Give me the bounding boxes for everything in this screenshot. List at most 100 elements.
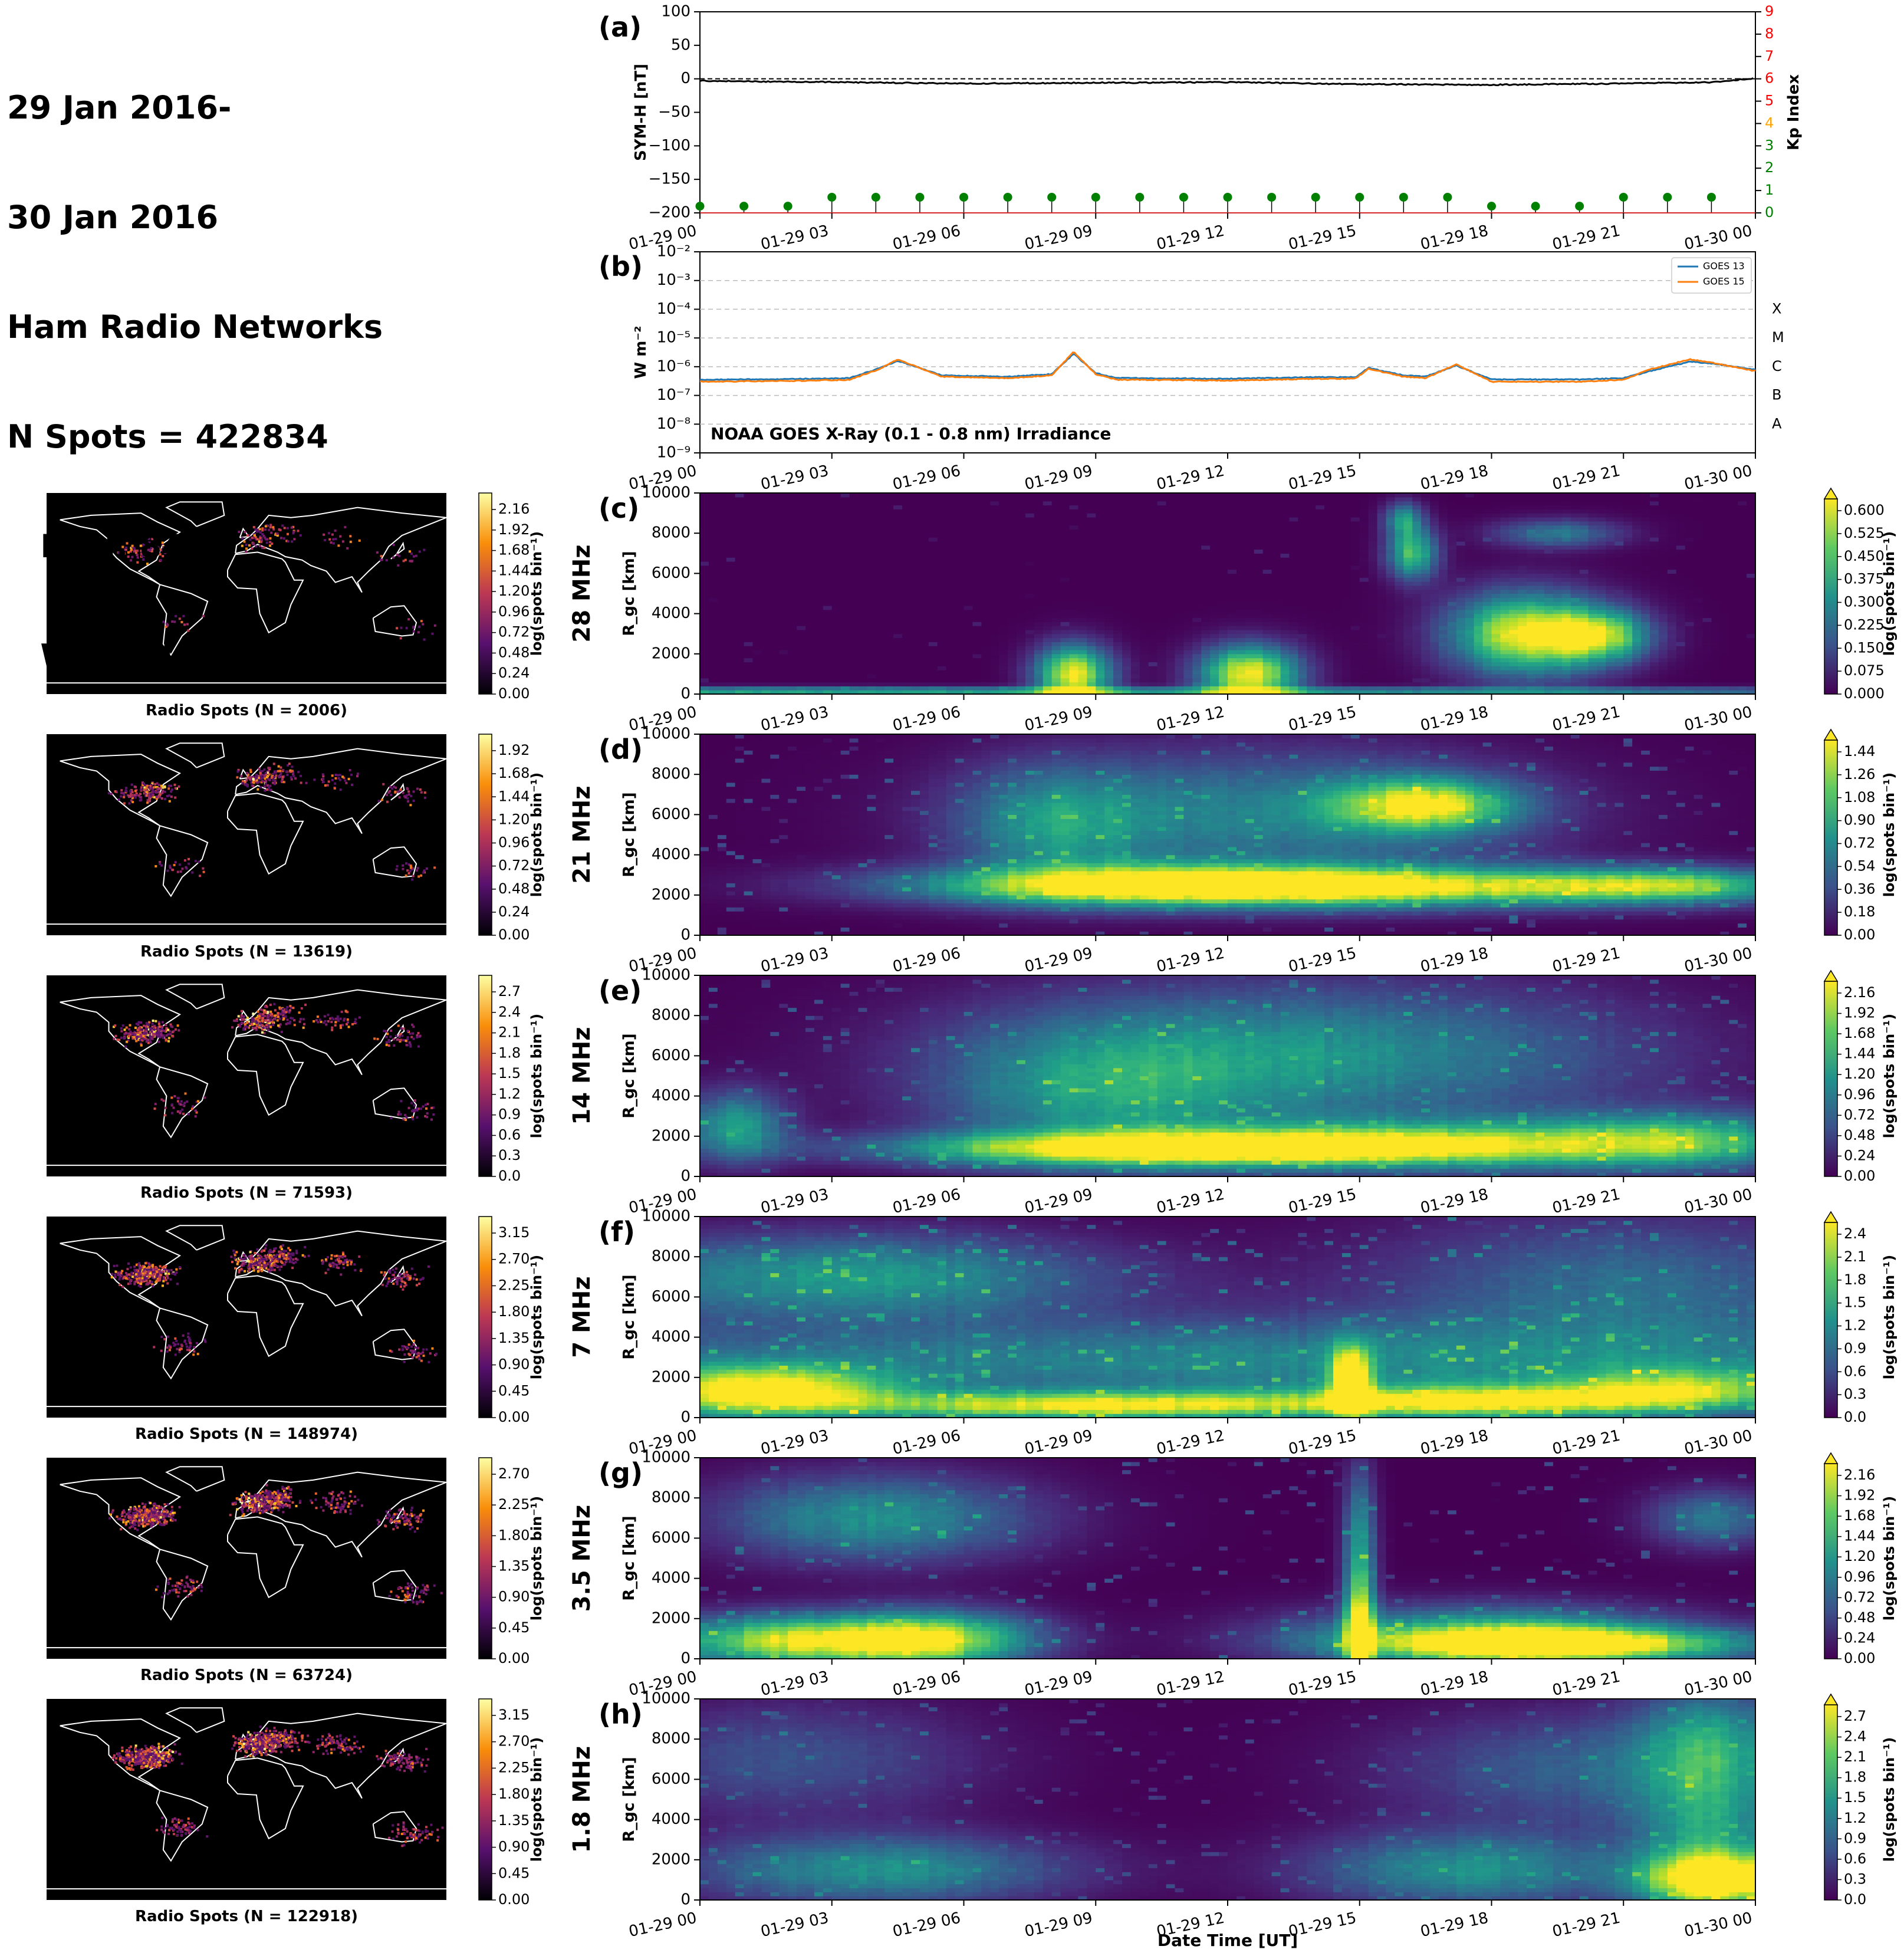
panel-c-cell bbox=[788, 654, 797, 658]
panel-c-cell bbox=[770, 614, 780, 618]
panel-c-cell bbox=[744, 533, 754, 537]
panel-c-cell bbox=[823, 614, 833, 618]
panel-c-cell bbox=[859, 537, 868, 541]
panel-c-cell bbox=[753, 561, 762, 566]
panel-c-cell bbox=[884, 541, 894, 545]
panel-c-cell bbox=[1025, 525, 1035, 530]
panel-c-cell bbox=[841, 517, 850, 521]
panel-c-cell bbox=[1087, 626, 1096, 630]
panel-c-cell bbox=[990, 501, 999, 505]
panel-c-cell bbox=[1157, 670, 1167, 674]
panel-c-cell bbox=[1061, 537, 1070, 541]
panel-c-cell bbox=[850, 654, 859, 658]
panel-c-cell bbox=[946, 638, 956, 642]
panel-c-cell bbox=[1149, 513, 1158, 517]
panel-c-cell bbox=[884, 590, 894, 594]
panel-c-cell bbox=[893, 517, 903, 521]
panel-c-cell bbox=[779, 634, 788, 638]
panel-c-cell bbox=[999, 622, 1008, 626]
panel-c-cell bbox=[1078, 670, 1087, 674]
panel-c-cell bbox=[797, 581, 806, 586]
panel-c-cell bbox=[1166, 674, 1176, 678]
panel-c-cell bbox=[753, 590, 762, 594]
panel-c-cell bbox=[744, 553, 754, 557]
panel-c-cell bbox=[761, 654, 771, 658]
panel-c-cell bbox=[1043, 594, 1053, 598]
panel-c-cell bbox=[1149, 682, 1158, 686]
panel-c-cell bbox=[1061, 686, 1070, 690]
panel-c-cell bbox=[902, 686, 912, 690]
panel-c-cell bbox=[805, 654, 815, 658]
panel-c-cell bbox=[850, 549, 859, 553]
panel-c-cell bbox=[859, 597, 868, 601]
panel-c-cell bbox=[832, 634, 841, 638]
panel-c-cell bbox=[876, 497, 885, 501]
panel-c-cell bbox=[990, 597, 999, 601]
goes-legend-label: GOES 15 bbox=[1703, 276, 1745, 287]
panel-c-cell bbox=[929, 646, 938, 650]
panel-c-cell bbox=[911, 622, 920, 626]
panel-c-cell bbox=[972, 573, 982, 577]
panel-c-cell bbox=[744, 501, 754, 505]
panel-c-cell bbox=[1122, 646, 1132, 650]
panel-c-cell bbox=[770, 513, 780, 517]
panel-c-cell bbox=[779, 682, 788, 686]
panel-c-cell bbox=[744, 666, 754, 670]
panel-c-cell bbox=[859, 497, 868, 501]
panel-c-cell bbox=[1025, 570, 1035, 574]
panel-c-cell bbox=[770, 594, 780, 598]
panel-c-cell bbox=[867, 646, 876, 650]
panel-c-cell bbox=[867, 545, 876, 550]
panel-c-cell bbox=[1087, 557, 1096, 561]
panel-c-cell bbox=[1140, 646, 1149, 650]
panel-c-cell bbox=[832, 497, 841, 501]
panel-c-cell bbox=[1140, 517, 1149, 521]
panel-c-cell bbox=[1043, 662, 1053, 666]
panel-c-cell bbox=[761, 561, 771, 566]
panel-c-cell bbox=[1122, 521, 1132, 525]
panel-c-cell bbox=[946, 614, 956, 618]
panel-c-cell bbox=[981, 586, 991, 590]
panel-c-cell bbox=[981, 634, 991, 638]
panel-c-cell bbox=[876, 670, 885, 674]
panel-c-cell bbox=[700, 622, 709, 626]
kp-y-tick-label: 7 bbox=[1765, 48, 1774, 64]
panel-c-cell bbox=[700, 501, 709, 505]
panel-c-cell bbox=[797, 549, 806, 553]
panel-c-cell bbox=[726, 678, 736, 682]
panel-c-cell bbox=[700, 642, 709, 646]
panel-c-cell bbox=[1096, 493, 1105, 497]
panel-c-cell bbox=[972, 626, 982, 630]
panel-c-cell bbox=[1131, 646, 1140, 650]
panel-c-cell bbox=[911, 545, 920, 550]
panel-c-cell bbox=[867, 666, 876, 670]
panel-c-cell bbox=[1131, 573, 1140, 577]
panel-c-cell bbox=[788, 634, 797, 638]
panel-c-cell bbox=[876, 601, 885, 606]
panel-c-cell bbox=[972, 642, 982, 646]
panel-c-cell bbox=[938, 606, 947, 610]
panel-c-cell bbox=[1104, 517, 1114, 521]
panel-c-cell bbox=[726, 626, 736, 630]
panel-c-cell bbox=[999, 537, 1008, 541]
panel-c-cell bbox=[1131, 505, 1140, 509]
panel-c-cell bbox=[832, 533, 841, 537]
panel-c-cell bbox=[1008, 642, 1017, 646]
panel-c-cell bbox=[753, 638, 762, 642]
panel-c-cell bbox=[770, 557, 780, 561]
panel-c-cell bbox=[955, 626, 965, 630]
goes-x-tick-label: 01-29 15 bbox=[1287, 462, 1358, 494]
panel-c-cell bbox=[735, 594, 745, 598]
panel-c-cell bbox=[735, 617, 745, 622]
panel-c-cell bbox=[902, 561, 912, 566]
panel-c-cell bbox=[1061, 529, 1070, 533]
panel-c-cell bbox=[823, 505, 833, 509]
panel-c-cell bbox=[779, 678, 788, 682]
panel-c-cell bbox=[981, 650, 991, 654]
panel-c-cell bbox=[788, 674, 797, 678]
panel-c-cell bbox=[823, 601, 833, 606]
panel-c-cell bbox=[788, 630, 797, 634]
panel-c-cell bbox=[1043, 513, 1053, 517]
panel-c-cell bbox=[1157, 545, 1167, 550]
panel-c-cell bbox=[1070, 686, 1079, 690]
